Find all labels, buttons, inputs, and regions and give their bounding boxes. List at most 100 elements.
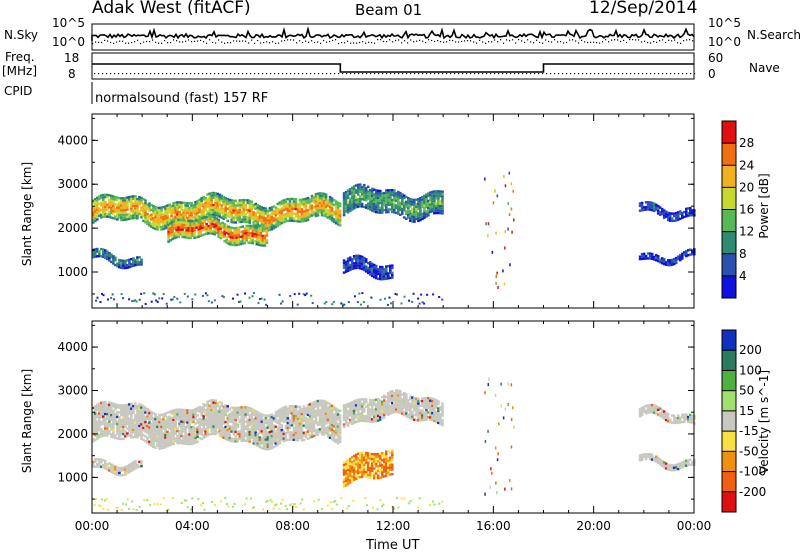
echo-cell (360, 267, 364, 271)
nsearch-point (518, 39, 520, 41)
nave-point (678, 73, 680, 75)
echo-cell (248, 416, 252, 419)
echo-cell (300, 220, 304, 223)
echo-cell (419, 218, 422, 222)
echo-cell (218, 215, 221, 218)
echo-cell (178, 413, 181, 416)
echo-cell (326, 216, 330, 219)
echo-cell (346, 478, 350, 481)
echo-cell (214, 196, 217, 200)
echo-cell (268, 226, 272, 229)
echo-cell (385, 194, 388, 197)
echo-cell (181, 235, 184, 239)
echo-cell (210, 213, 213, 217)
echo-cell (358, 257, 362, 260)
echo-cell (158, 435, 161, 438)
echo-cell (138, 198, 141, 201)
echo-cell (122, 201, 125, 205)
echo-cell (302, 210, 306, 213)
echo-cell (241, 239, 245, 243)
echo-cell (362, 256, 366, 260)
echo-cell (198, 432, 201, 435)
clutter-cell (325, 301, 328, 303)
echo-cell (172, 413, 175, 417)
echo-cell (168, 417, 171, 421)
echo-cell (104, 417, 107, 420)
echo-cell (270, 427, 274, 431)
clutter-cell (170, 298, 173, 301)
echo-cell (358, 197, 362, 201)
nsearch-point (500, 39, 502, 41)
echo-cell (683, 210, 686, 214)
echo-cell (168, 434, 171, 437)
echo-cell (229, 231, 233, 234)
echo-cell (413, 213, 416, 216)
nsearch-point (347, 40, 349, 42)
echo-cell (306, 201, 310, 205)
echo-cell (190, 426, 193, 429)
echo-cell (223, 227, 226, 231)
echo-cell (194, 429, 197, 432)
echo-cell (411, 200, 414, 204)
echo-cell (640, 204, 644, 207)
echo-cell (212, 413, 215, 416)
echo-cell (352, 402, 356, 405)
echo-cell (252, 220, 256, 224)
echo-cell (220, 199, 223, 202)
echo-cell (182, 418, 185, 421)
echo-cell (98, 214, 101, 218)
echo-cell (264, 212, 268, 215)
echo-cell (228, 208, 232, 211)
nave-point (526, 73, 528, 75)
echo-cell (294, 429, 298, 432)
echo-cell (228, 415, 232, 418)
echo-cell (268, 440, 272, 443)
nave-point (674, 73, 676, 75)
echo-cell (124, 404, 127, 407)
echo-cell (235, 238, 239, 242)
echo-cell (354, 406, 358, 409)
echo-cell (427, 209, 430, 212)
echo-cell (228, 205, 232, 209)
echo-cell (216, 402, 219, 405)
echo-cell (156, 442, 159, 445)
echo-cell (184, 421, 187, 424)
echo-cell (276, 224, 280, 227)
echo-cell (208, 418, 211, 422)
echo-cell (244, 427, 248, 430)
echo-cell (132, 419, 135, 422)
echo-cell (259, 239, 263, 242)
echo-cell (242, 422, 246, 426)
nsearch-point (503, 42, 505, 44)
echo-cell (172, 209, 175, 212)
echo-cell (326, 409, 330, 412)
echo-cell (342, 192, 346, 195)
echo-cell (346, 463, 350, 467)
echo-cell (174, 430, 177, 433)
echo-cell (354, 264, 358, 267)
echo-cell (368, 413, 372, 416)
echo-cell (158, 421, 161, 424)
echo-cell (403, 194, 406, 197)
echo-cell (150, 413, 153, 416)
echo-cell (411, 203, 414, 206)
echo-cell (102, 422, 105, 425)
echo-cell (352, 407, 356, 410)
echo-cell (128, 434, 131, 437)
echo-cell (236, 213, 240, 217)
nave-point (210, 73, 212, 75)
echo-cell (180, 422, 183, 426)
echo-cell (96, 206, 99, 209)
echo-cell (344, 408, 348, 411)
echo-cell (683, 253, 686, 257)
echo-cell (308, 410, 312, 413)
echo-cell (320, 211, 324, 214)
echo-cell (144, 430, 147, 433)
echo-cell (399, 392, 402, 395)
echo-cell (100, 413, 103, 416)
echo-cell (238, 420, 242, 424)
echo-cell (348, 266, 352, 269)
echo-cell (228, 420, 232, 423)
echo-cell (666, 218, 670, 222)
nsearch-point (185, 40, 187, 42)
